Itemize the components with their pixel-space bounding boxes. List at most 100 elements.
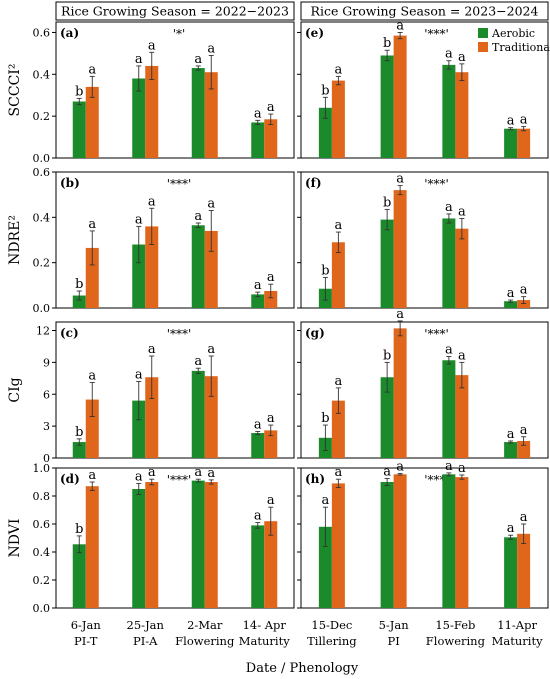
aerobic-bar <box>442 218 456 308</box>
significance-label: '***' <box>167 473 192 487</box>
aerobic-significance-letter: a <box>383 465 391 480</box>
traditional-bar <box>85 399 99 458</box>
aerobic-significance-letter: a <box>445 459 453 474</box>
aerobic-bar <box>72 544 86 608</box>
x-tick-date: 15-Dec <box>311 618 352 632</box>
season-header-title: Rice Growing Season = 2023−2024 <box>311 4 539 19</box>
season-header-title: Rice Growing Season = 2022−2023 <box>61 4 289 19</box>
traditional-significance-letter: a <box>207 41 215 56</box>
traditional-significance-letter: a <box>148 194 156 209</box>
traditional-significance-letter: a <box>334 374 342 389</box>
aerobic-bar <box>132 244 146 308</box>
x-tick-date: 25-Jan <box>127 618 165 632</box>
aerobic-significance-letter: a <box>194 52 202 67</box>
traditional-bar <box>393 328 407 458</box>
traditional-significance-letter: a <box>396 460 404 475</box>
traditional-significance-letter: a <box>88 62 96 77</box>
season-header-box <box>55 1 295 21</box>
x-axis-title: Date / Phenology <box>246 661 359 676</box>
traditional-significance-letter: a <box>458 348 466 363</box>
traditional-significance-letter: a <box>520 423 528 438</box>
aerobic-bar <box>132 489 146 608</box>
x-tick-date: 2-Mar <box>187 618 223 632</box>
aerobic-significance-letter: a <box>445 200 453 215</box>
aerobic-bar <box>318 526 332 608</box>
aerobic-significance-letter: a <box>507 427 515 442</box>
traditional-bar <box>204 230 218 308</box>
traditional-bar <box>393 190 407 308</box>
panel-label: (f) <box>305 176 322 190</box>
x-tick-stage: Maturity <box>492 634 543 648</box>
aerobic-bar <box>132 78 146 158</box>
traditional-significance-letter: a <box>207 197 215 212</box>
aerobic-significance-letter: a <box>254 417 262 432</box>
y-tick-label: 12 <box>36 325 50 338</box>
traditional-bar <box>145 482 159 608</box>
y-tick-label: 0.4 <box>33 211 51 224</box>
x-tick-stage: Flowering <box>426 634 486 648</box>
y-tick-label: 0.4 <box>33 68 51 81</box>
panel-frame <box>300 467 549 609</box>
aerobic-bar <box>251 294 265 308</box>
traditional-significance-letter: a <box>458 204 466 219</box>
aerobic-significance-letter: b <box>75 84 83 99</box>
aerobic-significance-letter: b <box>75 522 83 537</box>
aerobic-bar <box>72 442 86 458</box>
traditional-bar <box>517 300 531 308</box>
y-tick-label: 9 <box>43 356 50 369</box>
y-tick-label: 0.6 <box>33 518 51 531</box>
aerobic-significance-letter: a <box>507 114 515 129</box>
traditional-bar <box>204 376 218 458</box>
y-tick-label: 0.6 <box>33 166 51 179</box>
season-header-box <box>300 1 549 21</box>
traditional-significance-letter: a <box>267 411 275 426</box>
aerobic-significance-letter: b <box>383 348 391 363</box>
aerobic-significance-letter: b <box>321 263 329 278</box>
y-tick-label: 1.0 <box>33 462 51 475</box>
traditional-significance-letter: a <box>334 218 342 233</box>
significance-label: '***' <box>167 177 192 191</box>
aerobic-significance-letter: a <box>507 286 515 301</box>
x-tick-stage: Tillering <box>307 634 357 648</box>
aerobic-significance-letter: b <box>75 425 83 440</box>
panel-label: (h) <box>305 472 325 486</box>
traditional-bar <box>455 375 469 458</box>
traditional-significance-letter: a <box>458 461 466 476</box>
aerobic-significance-letter: a <box>135 368 143 383</box>
aerobic-significance-letter: b <box>383 195 391 210</box>
panel-frame <box>55 321 295 459</box>
traditional-significance-letter: a <box>396 307 404 322</box>
traditional-significance-letter: a <box>267 493 275 508</box>
aerobic-significance-letter: b <box>383 36 391 51</box>
aerobic-bar <box>72 101 86 158</box>
aerobic-significance-letter: a <box>194 354 202 369</box>
aerobic-bar <box>72 295 86 308</box>
y-axis-label: CIg <box>7 377 23 402</box>
aerobic-bar <box>380 482 394 608</box>
traditional-significance-letter: a <box>88 369 96 384</box>
traditional-significance-letter: a <box>148 342 156 357</box>
aerobic-bar <box>380 377 394 458</box>
y-tick-label: 0.0 <box>33 602 51 615</box>
aerobic-bar <box>442 474 456 608</box>
aerobic-significance-letter: a <box>135 212 143 227</box>
aerobic-bar <box>442 64 456 158</box>
aerobic-significance-letter: a <box>254 509 262 524</box>
aerobic-significance-letter: a <box>445 47 453 62</box>
y-tick-label: 0.8 <box>33 490 51 503</box>
traditional-significance-letter: a <box>520 510 528 525</box>
panel-frame <box>55 21 295 159</box>
panel-frame <box>300 21 549 159</box>
x-tick-date: 5-Jan <box>379 618 410 632</box>
traditional-bar <box>264 291 278 308</box>
aerobic-significance-letter: a <box>254 106 262 121</box>
traditional-significance-letter: a <box>267 270 275 285</box>
traditional-significance-letter: a <box>148 38 156 53</box>
aerobic-bar <box>191 225 205 308</box>
traditional-significance-letter: a <box>207 342 215 357</box>
significance-label: '***' <box>167 327 192 341</box>
traditional-significance-letter: a <box>520 283 528 298</box>
x-tick-stage: PI <box>387 634 399 648</box>
aerobic-bar <box>251 433 265 458</box>
